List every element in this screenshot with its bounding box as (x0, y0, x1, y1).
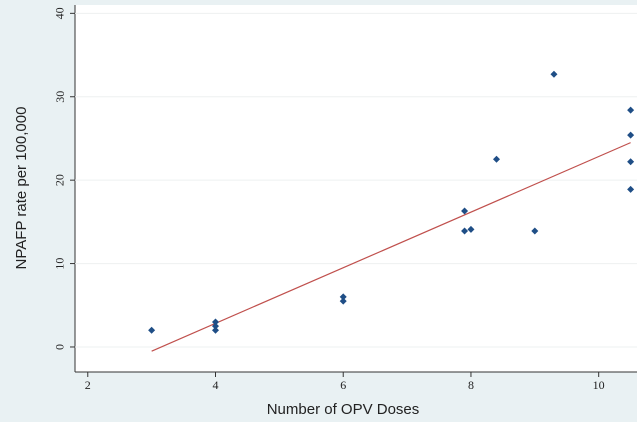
y-tick-label: 10 (53, 258, 67, 270)
point (339, 293, 347, 301)
point (148, 326, 156, 334)
y-axis-title: NPAFP rate per 100,000 (13, 107, 30, 270)
point (627, 131, 635, 139)
point (467, 225, 475, 233)
point (339, 297, 347, 305)
x-axis-title: Number of OPV Doses (267, 401, 420, 418)
x-tick-label: 10 (593, 378, 605, 392)
point (627, 185, 635, 193)
x-tick-label: 2 (85, 378, 91, 392)
point (627, 106, 635, 114)
x-tick-label: 8 (468, 378, 474, 392)
point (550, 70, 558, 78)
point (212, 322, 219, 330)
y-tick-label: 40 (53, 7, 67, 19)
y-tick-label: 0 (53, 344, 67, 350)
point (461, 227, 469, 235)
y-tick-label: 20 (53, 174, 67, 186)
point (212, 318, 219, 326)
x-tick-label: 6 (340, 378, 346, 392)
point (627, 158, 635, 166)
point (493, 155, 500, 163)
point (212, 326, 219, 334)
y-tick-label: 30 (53, 91, 67, 103)
plot-area (75, 5, 637, 372)
x-tick-label: 4 (213, 378, 219, 392)
point (531, 227, 539, 235)
point (461, 207, 469, 215)
fit-line (151, 142, 631, 352)
